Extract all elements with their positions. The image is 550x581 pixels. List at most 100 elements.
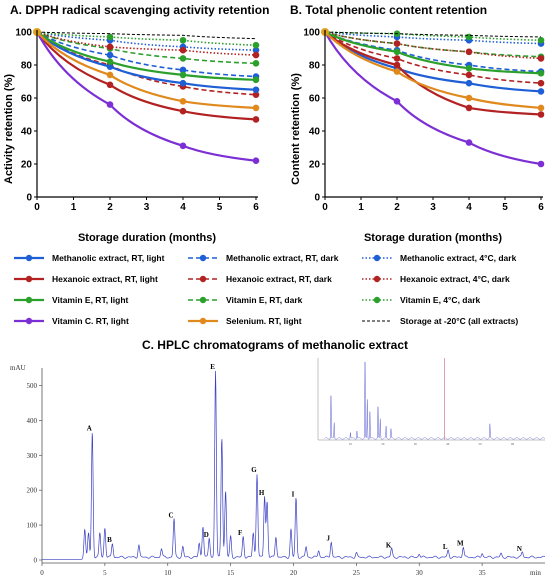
peak-label: H — [259, 489, 265, 497]
data-point — [252, 51, 260, 59]
series-hexanoic-extract-rt-light — [36, 31, 260, 123]
data-point — [465, 71, 473, 79]
data-point — [393, 55, 401, 62]
panel-b-title: B. Total phenolic content retention — [290, 3, 487, 17]
panel-b-axes — [324, 30, 543, 198]
panel-b-chart: B. Total phenolic content retention Cont… — [290, 3, 545, 244]
series-line — [36, 31, 257, 121]
series-hexanoic-extract-rt-dark — [324, 31, 545, 87]
series-line — [324, 31, 542, 60]
inset-background — [312, 356, 547, 450]
data-point — [179, 55, 187, 62]
legend-item: Vitamin E, RT, dark — [188, 295, 303, 305]
inset-trace — [324, 361, 546, 440]
y-tick-label: 60 — [309, 94, 321, 105]
series-hexanoic-extract-4-c-dark — [36, 31, 260, 59]
legend-item: Methanolic extract, RT, light — [14, 253, 165, 263]
data-point — [106, 43, 114, 51]
y-tick-label: 0 — [26, 193, 32, 204]
y-tick-label: 80 — [309, 61, 321, 72]
data-point — [537, 36, 545, 44]
legend-item: Selenium. RT, light — [188, 316, 302, 326]
legend-swatch-marker — [373, 254, 381, 262]
data-point — [537, 104, 545, 112]
series-methanolic-extract-rt-light — [36, 31, 260, 94]
hplc-y-tick-label: 300 — [27, 452, 38, 460]
legend-label: Hexanoic extract, 4°C, dark — [400, 274, 510, 284]
data-point — [393, 98, 401, 105]
y-tick-label: 40 — [309, 127, 321, 138]
x-tick-label: 1 — [358, 202, 364, 213]
legend-label: Vitamin E, 4°C, dark — [400, 295, 481, 305]
data-point — [252, 104, 260, 112]
series-line — [324, 31, 542, 116]
data-point — [179, 36, 187, 44]
series-storage-at-20-c-all-extracts- — [36, 31, 257, 40]
panel-c-ticks: 0 100 200 300 400 500 0 5 10 15 20 25 30 35 — [27, 368, 545, 577]
legend-item: Hexanoic extract, RT, light — [14, 274, 158, 284]
data-point — [179, 46, 187, 54]
data-point — [465, 33, 473, 41]
legend-label: Selenium. RT, light — [226, 316, 302, 326]
peak-label: M — [457, 540, 464, 548]
series-vitamin-e-rt-light — [36, 31, 260, 84]
data-point — [106, 58, 114, 65]
peak-label: B — [107, 536, 112, 544]
hplc-y-tick-label: 100 — [27, 522, 38, 530]
legend-label: Hexanoic extract, RT, light — [52, 274, 158, 284]
data-point — [393, 61, 401, 69]
panel-c-peak-labels: A B C D E F G H I J K L M N — [87, 363, 522, 553]
legend-swatch-marker — [373, 296, 381, 304]
x-tick-label: 5 — [502, 202, 508, 213]
data-point — [465, 48, 473, 56]
peak-label: C — [169, 512, 174, 520]
data-point — [252, 76, 260, 84]
legend-label: Methanolic extract, RT, light — [52, 253, 165, 263]
x-tick-label: 3 — [144, 202, 150, 213]
series-hexanoic-extract-4-c-dark — [324, 31, 545, 62]
panel-a-series — [33, 28, 260, 164]
data-point — [106, 51, 114, 59]
data-point — [465, 104, 473, 112]
data-point — [179, 98, 187, 105]
panel-c-inset: 10 20 30 40 50 60 — [312, 356, 547, 450]
panel-a-axes — [36, 30, 258, 198]
series-hexanoic-extract-rt-light — [324, 31, 545, 118]
x-tick-label: 6 — [538, 202, 544, 213]
hplc-x-tick-label: 25 — [353, 569, 361, 577]
inset-x-tick-label: 30 — [414, 442, 418, 446]
inset-x-tick-label: 60 — [511, 442, 515, 446]
legend-swatch-marker — [25, 275, 33, 283]
legend-item: Vitamin E, RT, light — [14, 295, 129, 305]
series-line — [36, 31, 257, 162]
x-tick-label: 3 — [430, 202, 436, 213]
legend-swatch-marker — [199, 296, 207, 304]
panel-a-chart: A. DPPH radical scavenging activity rete… — [3, 3, 269, 244]
series-line — [324, 31, 542, 75]
legend-swatch-marker — [373, 275, 381, 283]
legend-item: Vitamin C. RT, light — [14, 316, 129, 326]
data-point — [465, 94, 473, 102]
inset-x-tick-label: 20 — [381, 442, 385, 446]
legend-swatch-marker — [25, 317, 33, 325]
data-point — [179, 107, 187, 115]
series-line — [36, 31, 257, 81]
y-tick-label: 80 — [21, 61, 33, 72]
hplc-x-tick-label: 20 — [290, 569, 298, 577]
series-selenium-rt-light — [36, 31, 260, 112]
hplc-y-tick-label: 500 — [27, 382, 38, 390]
data-point — [106, 101, 114, 108]
peak-label: N — [517, 545, 522, 553]
series-storage-at-20-c-all-extracts- — [324, 31, 542, 38]
peak-label: L — [443, 543, 448, 551]
legend-item: Methanolic extract, RT, dark — [188, 253, 339, 263]
legend-label: Vitamin E, RT, dark — [226, 295, 303, 305]
hplc-y-tick-label: 400 — [27, 417, 38, 425]
peak-label: D — [204, 531, 209, 539]
y-tick-label: 0 — [314, 193, 320, 204]
data-point — [393, 68, 401, 75]
x-tick-label: 6 — [253, 202, 259, 213]
panel-b-ylabel: Content retention (%) — [290, 73, 302, 185]
panel-b-series — [321, 28, 545, 168]
